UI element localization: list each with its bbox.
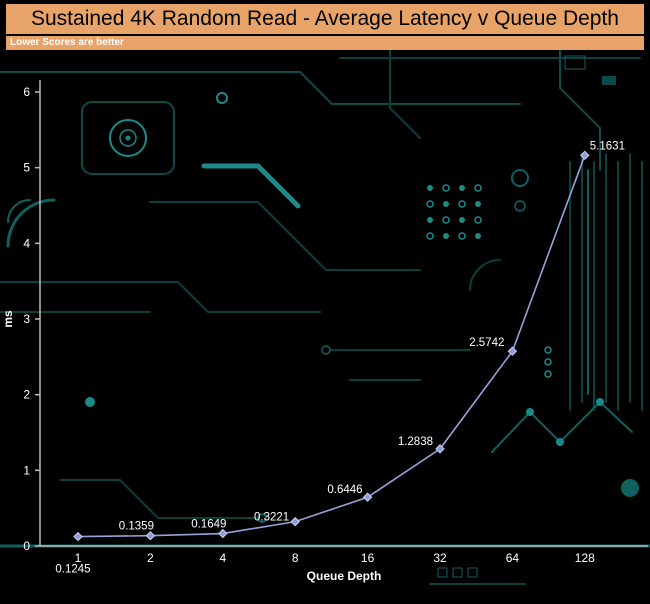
chart-title: Sustained 4K Random Read - Average Laten… — [31, 7, 619, 30]
svg-text:3: 3 — [23, 312, 30, 326]
svg-text:0: 0 — [23, 539, 30, 553]
svg-text:6: 6 — [23, 85, 30, 99]
svg-text:2: 2 — [147, 551, 154, 565]
svg-text:4: 4 — [23, 236, 30, 250]
svg-text:128: 128 — [575, 551, 595, 565]
data-labels: 0.1245 0.1359 0.1649 0.3221 0.6446 1.2838 2.57… — [55, 140, 625, 575]
x-axis-title: Queue Depth — [307, 569, 382, 583]
chart-subtitle-bar: Lower Scores are better — [6, 36, 644, 50]
page: { "header": { "title": "Sustained 4K Ran… — [0, 4, 650, 604]
svg-text:64: 64 — [506, 551, 520, 565]
data-points — [73, 150, 590, 542]
svg-text:2.5742: 2.5742 — [469, 337, 504, 349]
svg-text:0.3221: 0.3221 — [254, 512, 289, 524]
axis-tick-labels: 0 1 2 3 4 5 6 1 2 4 8 16 32 64 128 — [23, 85, 595, 565]
svg-text:1: 1 — [23, 463, 30, 477]
svg-text:1: 1 — [75, 551, 82, 565]
svg-text:0.1649: 0.1649 — [191, 519, 226, 531]
svg-text:16: 16 — [361, 551, 375, 565]
circuit-pattern-decoration — [0, 50, 650, 585]
svg-text:5: 5 — [23, 161, 30, 175]
svg-text:5.1631: 5.1631 — [590, 140, 625, 152]
svg-text:0.1359: 0.1359 — [119, 521, 154, 533]
chart-header-bar: Sustained 4K Random Read - Average Laten… — [6, 4, 644, 34]
svg-text:4: 4 — [219, 551, 226, 565]
svg-text:1.2838: 1.2838 — [398, 436, 433, 448]
svg-text:0.1245: 0.1245 — [55, 564, 90, 576]
axes — [35, 80, 648, 547]
svg-text:0.6446: 0.6446 — [327, 484, 362, 496]
svg-text:2: 2 — [23, 388, 30, 402]
svg-text:32: 32 — [433, 551, 447, 565]
y-axis-title: ms — [1, 310, 15, 328]
svg-text:8: 8 — [292, 551, 299, 565]
data-line — [77, 155, 586, 538]
chart-subtitle: Lower Scores are better — [10, 37, 124, 48]
